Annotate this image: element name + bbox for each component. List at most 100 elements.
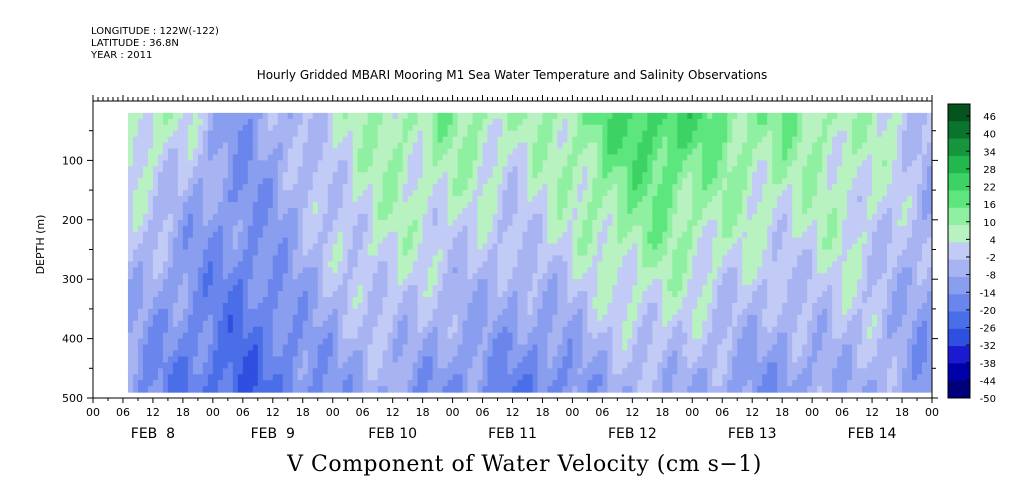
heatmap-cell — [212, 112, 219, 120]
heatmap-cell — [607, 178, 613, 185]
heatmap-cell — [262, 118, 269, 126]
heatmap-cell — [247, 368, 254, 375]
heatmap-cell — [352, 130, 359, 138]
heatmap-cell — [622, 314, 628, 322]
heatmap-cell — [257, 184, 264, 191]
heatmap-cell — [522, 356, 529, 363]
heatmap-cell — [417, 160, 424, 167]
heatmap-cell — [502, 308, 509, 316]
heatmap-cell — [347, 142, 354, 150]
heatmap-cell — [552, 314, 559, 322]
heatmap-cell — [222, 368, 229, 375]
heatmap-cell — [547, 332, 554, 340]
heatmap-cell — [127, 237, 134, 245]
heatmap-cell — [182, 261, 189, 268]
heatmap-cell — [512, 291, 519, 298]
heatmap-cell — [457, 332, 464, 340]
heatmap-cell — [622, 326, 628, 334]
heatmap-cell — [612, 130, 618, 138]
heatmap-cell — [562, 320, 569, 328]
heatmap-cell — [192, 249, 199, 257]
heatmap-cell — [472, 362, 479, 369]
heatmap-cell — [567, 154, 574, 161]
heatmap-cell — [387, 279, 394, 286]
heatmap-cell — [197, 267, 204, 274]
heatmap-cell — [557, 213, 564, 221]
heatmap-cell — [267, 338, 274, 346]
heatmap-cell — [182, 314, 189, 322]
heatmap-cell — [587, 350, 593, 358]
heatmap-cell — [337, 285, 344, 292]
heatmap-cell — [607, 213, 613, 221]
heatmap-cell — [602, 314, 608, 322]
heatmap-cell — [537, 267, 544, 274]
heatmap-cell — [127, 297, 134, 304]
heatmap-cell — [212, 231, 219, 239]
heatmap-cell — [352, 142, 359, 150]
heatmap-cell — [137, 320, 144, 328]
heatmap-cell — [492, 154, 499, 161]
heatmap-cell — [197, 130, 204, 138]
heatmap-cell — [507, 338, 514, 346]
heatmap-cell — [247, 380, 254, 387]
heatmap-cell — [397, 326, 404, 334]
heatmap-cell — [377, 136, 384, 144]
heatmap-cell — [467, 320, 474, 328]
heatmap-cell — [647, 237, 653, 245]
heatmap-cell — [567, 350, 574, 358]
heatmap-cell — [252, 166, 259, 173]
heatmap-cell — [292, 112, 299, 120]
heatmap-cell — [447, 338, 454, 346]
heatmap-cell — [587, 285, 593, 292]
heatmap-cell — [262, 314, 269, 322]
heatmap-cell — [262, 243, 269, 251]
heatmap-cell — [262, 136, 269, 144]
heatmap-cell — [277, 279, 284, 286]
heatmap-cell — [517, 112, 524, 120]
heatmap-cell — [282, 344, 289, 352]
heatmap-cell — [537, 190, 544, 197]
heatmap-cell — [152, 118, 159, 126]
heatmap-cell — [252, 380, 259, 387]
heatmap-cell — [507, 267, 514, 274]
heatmap-cell — [592, 249, 598, 257]
heatmap-cell — [142, 196, 149, 203]
heatmap-cell — [402, 237, 409, 245]
heatmap-cell — [337, 166, 344, 173]
heatmap-cell — [542, 190, 549, 197]
heatmap-cell — [442, 267, 449, 274]
heatmap-cell — [657, 166, 663, 173]
heatmap-cell — [177, 332, 184, 340]
heatmap-cell — [577, 320, 584, 328]
heatmap-cell — [602, 273, 608, 280]
heatmap-cell — [337, 148, 344, 156]
heatmap-cell — [527, 219, 534, 227]
heatmap-cell — [237, 368, 244, 375]
heatmap-cell — [367, 350, 374, 358]
heatmap-cell — [402, 374, 409, 381]
heatmap-cell — [192, 356, 199, 363]
heatmap-cell — [467, 356, 474, 363]
heatmap-cell — [272, 178, 279, 185]
heatmap-cell — [557, 332, 564, 340]
heatmap-cell — [587, 249, 593, 257]
heatmap-cell — [157, 166, 164, 173]
heatmap-cell — [297, 231, 304, 239]
heatmap-cell — [272, 314, 279, 322]
heatmap-cell — [337, 219, 344, 227]
heatmap-cell — [247, 207, 254, 215]
heatmap-cell — [312, 362, 319, 369]
heatmap-cell — [172, 261, 179, 268]
heatmap-cell — [162, 148, 169, 156]
heatmap-cell — [392, 225, 399, 233]
heatmap-cell — [437, 291, 444, 298]
heatmap-cell — [162, 243, 169, 251]
heatmap-cell — [492, 118, 499, 126]
heatmap-cell — [202, 267, 209, 274]
heatmap-cell — [632, 124, 638, 132]
heatmap-cell — [167, 225, 174, 233]
heatmap-cell — [362, 332, 369, 340]
heatmap-cell — [212, 386, 219, 393]
heatmap-cell — [607, 267, 613, 274]
heatmap-cell — [177, 243, 184, 251]
